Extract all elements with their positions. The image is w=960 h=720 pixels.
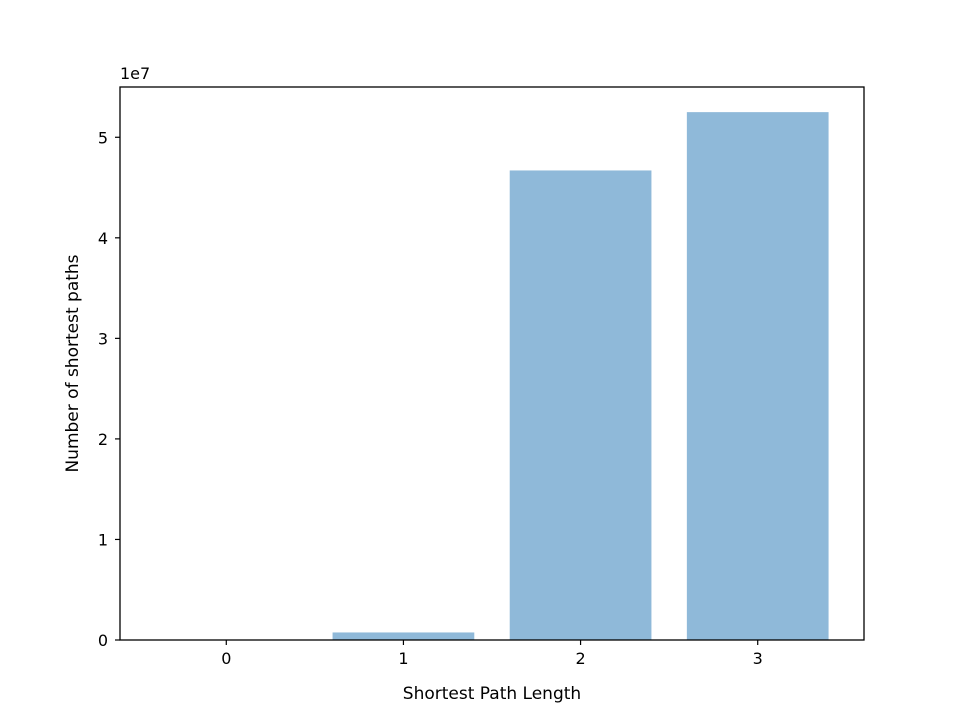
x-axis-ticks: 0 1 2 3 [221,640,763,668]
y-tick-label: 3 [98,329,108,348]
y-offset-label: 1e7 [120,64,150,83]
bar-1 [332,632,475,640]
x-tick-label: 1 [398,649,408,668]
y-tick-label: 2 [98,430,108,449]
x-tick-label: 2 [575,649,585,668]
y-axis-ticks: 0 1 2 3 4 5 [98,128,120,650]
y-tick-label: 1 [98,530,108,549]
bars-group [332,112,829,641]
x-tick-label: 3 [753,649,763,668]
y-tick-label: 0 [98,631,108,650]
plot-frame [119,86,865,641]
y-tick-label: 5 [98,128,108,147]
bar-2 [509,170,652,640]
bar-3 [686,112,829,641]
x-axis-label: Shortest Path Length [403,684,581,704]
y-axis-label: Number of shortest paths [63,254,83,472]
y-tick-label: 4 [98,229,108,248]
x-tick-label: 0 [221,649,231,668]
